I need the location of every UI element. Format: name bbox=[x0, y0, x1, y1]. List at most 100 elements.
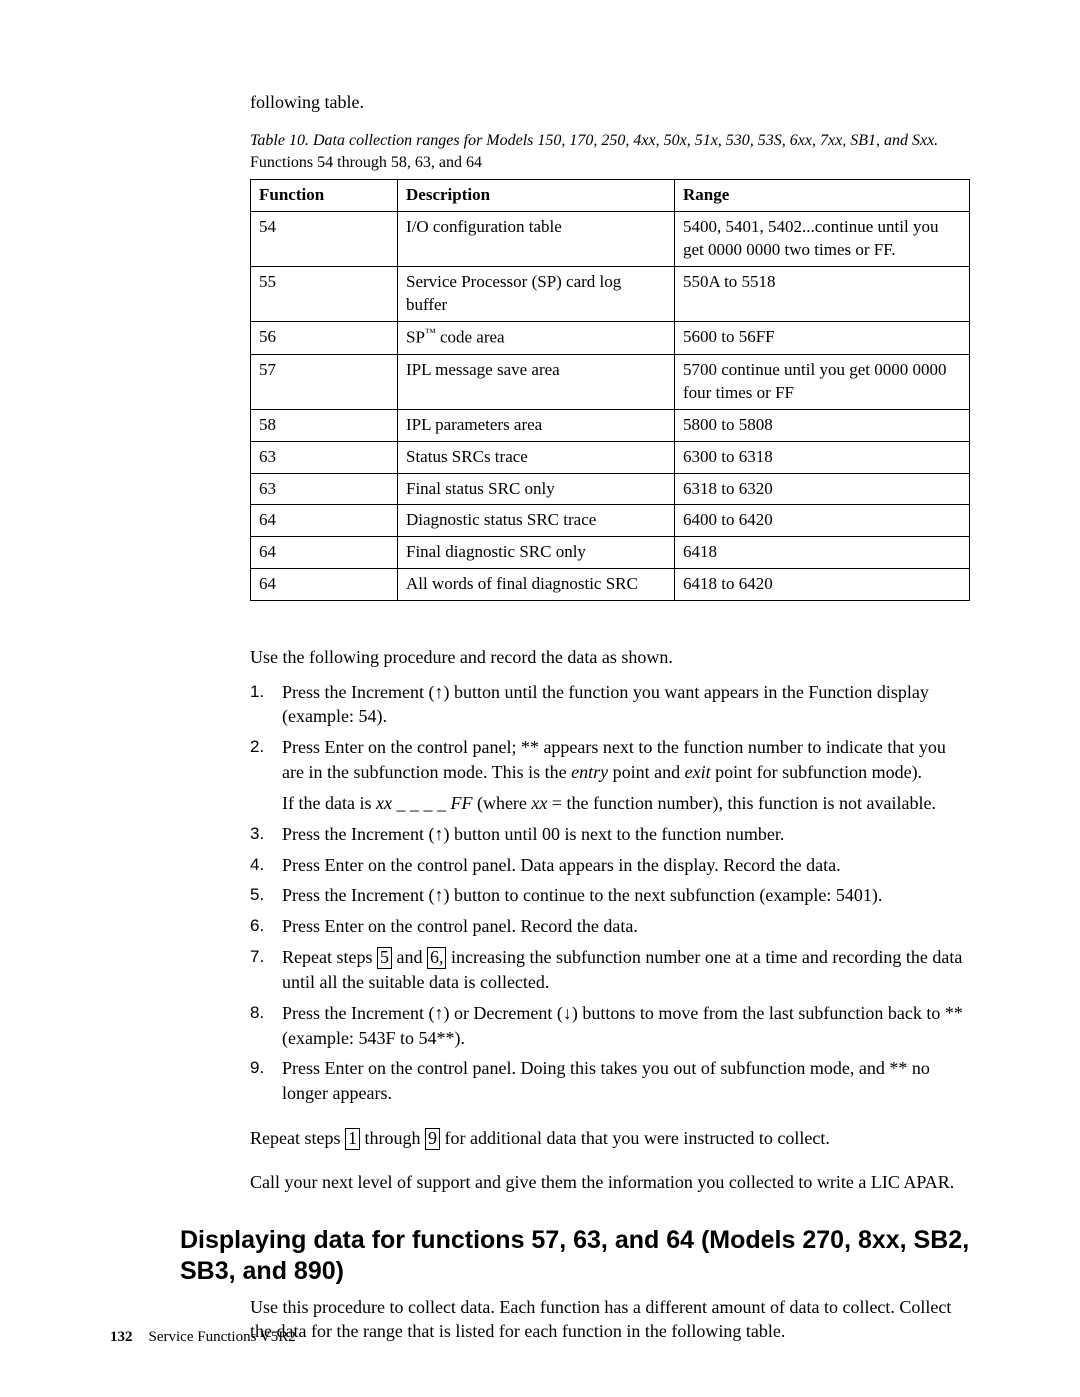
cell-range: 6418 to 6420 bbox=[675, 569, 970, 601]
text-part: for additional data that you were instru… bbox=[440, 1128, 830, 1148]
cell-function: 54 bbox=[251, 212, 398, 267]
lead-in-text: following table. bbox=[250, 90, 970, 114]
text-italic: entry bbox=[571, 762, 608, 782]
step-6: Press Enter on the control panel. Record… bbox=[272, 914, 970, 939]
cell-description: Service Processor (SP) card log buffer bbox=[398, 267, 675, 322]
table-row: 56 SP™ code area 5600 to 56FF bbox=[251, 322, 970, 355]
repeat-paragraph: Repeat steps 1 through 9 for additional … bbox=[250, 1126, 970, 1150]
cell-function: 58 bbox=[251, 409, 398, 441]
cell-function: 57 bbox=[251, 354, 398, 409]
table-header-row: Function Description Range bbox=[251, 180, 970, 212]
cell-description: IPL message save area bbox=[398, 354, 675, 409]
table-row: 58 IPL parameters area 5800 to 5808 bbox=[251, 409, 970, 441]
table-row: 64 All words of final diagnostic SRC 641… bbox=[251, 569, 970, 601]
step-text: Press Enter on the control panel. Data a… bbox=[282, 855, 841, 875]
text-part: Repeat steps bbox=[282, 947, 377, 967]
text-italic: xx bbox=[376, 793, 392, 813]
cell-range: 5800 to 5808 bbox=[675, 409, 970, 441]
footer-text: Service Functions V5R2 bbox=[149, 1329, 296, 1345]
text-part: point for subfunction mode). bbox=[711, 762, 922, 782]
text-italic: exit bbox=[685, 762, 711, 782]
col-header-function: Function bbox=[251, 180, 398, 212]
cell-range: 5400, 5401, 5402...continue until you ge… bbox=[675, 212, 970, 267]
cell-function: 64 bbox=[251, 537, 398, 569]
cell-range: 6418 bbox=[675, 537, 970, 569]
step-3: Press the Increment (↑) button until 00 … bbox=[272, 822, 970, 847]
cell-description: Status SRCs trace bbox=[398, 441, 675, 473]
page-number: 132 bbox=[110, 1329, 133, 1345]
text-italic: FF bbox=[450, 793, 472, 813]
text-part: _ _ _ _ bbox=[392, 793, 451, 813]
table-row: 63 Status SRCs trace 6300 to 6318 bbox=[251, 441, 970, 473]
cell-description: Diagnostic status SRC trace bbox=[398, 505, 675, 537]
step-text: Press the Increment (↑) button to contin… bbox=[282, 885, 882, 905]
table-row: 54 I/O configuration table 5400, 5401, 5… bbox=[251, 212, 970, 267]
text-part: (where bbox=[472, 793, 531, 813]
cell-description: I/O configuration table bbox=[398, 212, 675, 267]
step-text: Press the Increment (↑) or Decrement (↓)… bbox=[282, 1003, 963, 1048]
text-italic: xx bbox=[531, 793, 547, 813]
cell-range: 6300 to 6318 bbox=[675, 441, 970, 473]
step-text: Press Enter on the control panel. Doing … bbox=[282, 1058, 930, 1103]
procedure-intro: Use the following procedure and record t… bbox=[250, 645, 970, 669]
col-header-description: Description bbox=[398, 180, 675, 212]
table-row: 55 Service Processor (SP) card log buffe… bbox=[251, 267, 970, 322]
table-caption-italic: Table 10. Data collection ranges for Mod… bbox=[250, 132, 938, 149]
step-text: Repeat steps 5 and 6, increasing the sub… bbox=[282, 947, 962, 992]
text-part: point and bbox=[608, 762, 685, 782]
step-text: Press the Increment (↑) button until 00 … bbox=[282, 824, 784, 844]
step-ref: 1 bbox=[345, 1128, 360, 1150]
cell-function: 64 bbox=[251, 505, 398, 537]
page: following table. Table 10. Data collecti… bbox=[0, 0, 1080, 1397]
step-ref: 6, bbox=[427, 947, 447, 969]
step-2: Press Enter on the control panel; ** app… bbox=[272, 735, 970, 815]
table-row: 64 Final diagnostic SRC only 6418 bbox=[251, 537, 970, 569]
step-7: Repeat steps 5 and 6, increasing the sub… bbox=[272, 945, 970, 995]
cell-description: All words of final diagnostic SRC bbox=[398, 569, 675, 601]
cell-range: 6400 to 6420 bbox=[675, 505, 970, 537]
cell-function: 64 bbox=[251, 569, 398, 601]
procedure-steps: Press the Increment (↑) button until the… bbox=[250, 680, 970, 1106]
page-footer: 132 Service Functions V5R2 bbox=[110, 1327, 296, 1347]
step-text: Press Enter on the control panel. Record… bbox=[282, 916, 638, 936]
table-row: 57 IPL message save area 5700 continue u… bbox=[251, 354, 970, 409]
step-subpara: If the data is xx _ _ _ _ FF (where xx =… bbox=[282, 791, 970, 816]
table-row: 64 Diagnostic status SRC trace 6400 to 6… bbox=[251, 505, 970, 537]
step-9: Press Enter on the control panel. Doing … bbox=[272, 1056, 970, 1106]
text-part: Repeat steps bbox=[250, 1128, 345, 1148]
cell-function: 55 bbox=[251, 267, 398, 322]
cell-range: 6318 to 6320 bbox=[675, 473, 970, 505]
table-row: 63 Final status SRC only 6318 to 6320 bbox=[251, 473, 970, 505]
cell-function: 63 bbox=[251, 473, 398, 505]
call-next-paragraph: Call your next level of support and give… bbox=[250, 1170, 970, 1194]
col-header-range: Range bbox=[675, 180, 970, 212]
step-8: Press the Increment (↑) or Decrement (↓)… bbox=[272, 1001, 970, 1051]
body-column: following table. Table 10. Data collecti… bbox=[250, 90, 970, 1195]
text-part: If the data is bbox=[282, 793, 376, 813]
text-part: and bbox=[392, 947, 427, 967]
step-ref: 9 bbox=[425, 1128, 440, 1150]
text-part: through bbox=[360, 1128, 425, 1148]
step-ref: 5 bbox=[377, 947, 392, 969]
step-1: Press the Increment (↑) button until the… bbox=[272, 680, 970, 730]
table-caption: Table 10. Data collection ranges for Mod… bbox=[250, 130, 970, 173]
section2-paragraph: Use this procedure to collect data. Each… bbox=[250, 1295, 970, 1344]
cell-description: Final diagnostic SRC only bbox=[398, 537, 675, 569]
cell-description: IPL parameters area bbox=[398, 409, 675, 441]
step-4: Press Enter on the control panel. Data a… bbox=[272, 853, 970, 878]
section-heading: Displaying data for functions 57, 63, an… bbox=[180, 1225, 970, 1288]
table-caption-plain: Functions 54 through 58, 63, and 64 bbox=[250, 154, 482, 171]
step-text: Press the Increment (↑) button until the… bbox=[282, 682, 929, 727]
cell-description: SP™ code area bbox=[398, 322, 675, 355]
step-5: Press the Increment (↑) button to contin… bbox=[272, 883, 970, 908]
data-collection-table: Function Description Range 54 I/O config… bbox=[250, 179, 970, 601]
cell-function: 56 bbox=[251, 322, 398, 355]
cell-range: 5700 continue until you get 0000 0000 fo… bbox=[675, 354, 970, 409]
section2-body: Use this procedure to collect data. Each… bbox=[250, 1295, 970, 1344]
text-part: = the function number), this function is… bbox=[547, 793, 936, 813]
cell-range: 5600 to 56FF bbox=[675, 322, 970, 355]
cell-description: Final status SRC only bbox=[398, 473, 675, 505]
step-text: Press Enter on the control panel; ** app… bbox=[282, 737, 946, 782]
cell-range: 550A to 5518 bbox=[675, 267, 970, 322]
cell-function: 63 bbox=[251, 441, 398, 473]
